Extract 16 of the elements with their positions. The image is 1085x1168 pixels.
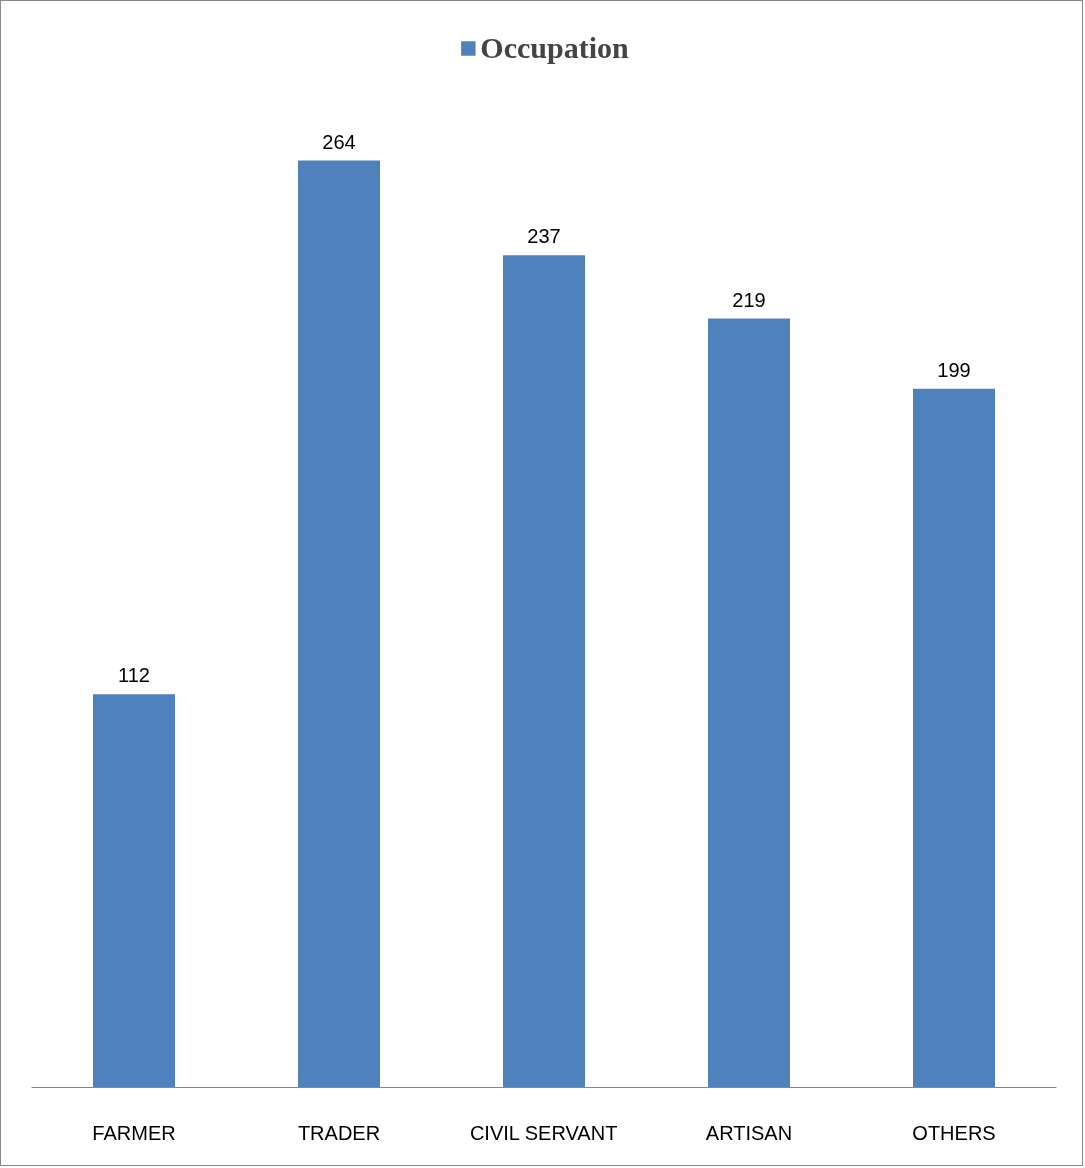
x-tick-label: CIVIL SERVANT — [469, 1121, 618, 1144]
data-label: 219 — [732, 288, 766, 311]
legend-label: Occupation — [480, 31, 629, 65]
data-label: 237 — [527, 225, 561, 248]
bar — [708, 318, 790, 1088]
bar — [298, 160, 380, 1088]
x-tick-label: TRADER — [297, 1121, 381, 1144]
bar — [913, 388, 995, 1088]
data-label: 112 — [118, 664, 150, 687]
x-tick-label: FARMER — [92, 1121, 176, 1144]
bar — [503, 255, 585, 1088]
data-label: 264 — [322, 130, 356, 153]
data-label: 199 — [937, 358, 971, 381]
x-tick-label: ARTISAN — [705, 1121, 793, 1144]
bar — [93, 694, 175, 1088]
x-tick-label: OTHERS — [912, 1121, 996, 1144]
